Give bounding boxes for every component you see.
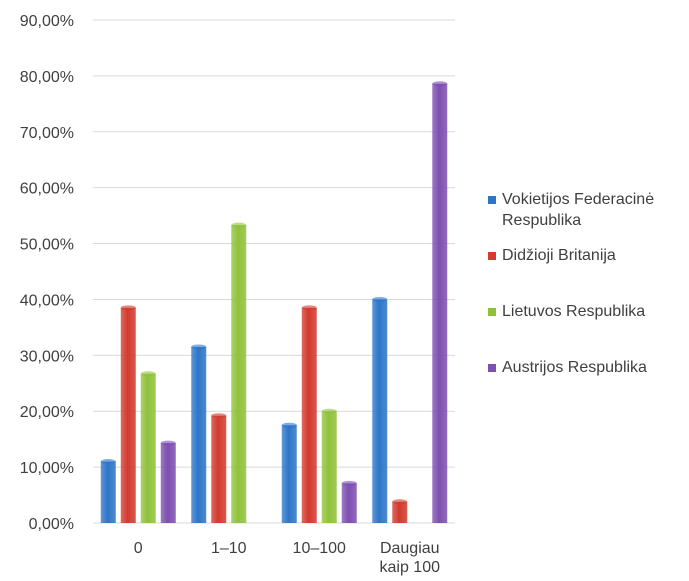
bar-top-austria-2 — [341, 480, 357, 486]
y-tick-label: 10,00% — [20, 460, 74, 477]
bar-uk-0 — [120, 307, 136, 523]
bar-germany-1 — [191, 346, 207, 523]
legend-swatch-austria — [488, 364, 496, 372]
y-tick-label: 50,00% — [20, 237, 74, 254]
bar-uk-3 — [392, 501, 408, 523]
y-tick-label: 30,00% — [20, 348, 74, 365]
legend-swatch-lithuania — [488, 308, 496, 316]
bar-uk-1 — [211, 415, 227, 523]
bar-austria-0 — [160, 443, 176, 523]
bar-austria-2 — [341, 483, 357, 523]
bar-top-austria-0 — [160, 440, 176, 446]
legend-label-austria: Austrijos Respublika — [502, 359, 647, 376]
y-tick-label: 90,00% — [20, 13, 74, 30]
legend-swatch-uk — [488, 252, 496, 260]
bar-germany-3 — [372, 299, 388, 523]
bar-germany-2 — [281, 425, 297, 523]
bar-top-germany-3 — [372, 296, 388, 302]
bar-top-germany-0 — [100, 459, 116, 465]
bar-top-lithuania-0 — [140, 371, 156, 377]
bar-lithuania-0 — [140, 373, 156, 523]
bar-lithuania-1 — [231, 225, 247, 523]
bar-lithuania-2 — [321, 411, 337, 523]
legend-item-germany: Vokietijos Federacinė Respublika — [488, 189, 688, 231]
bars — [100, 81, 448, 524]
x-tick-label: Daugiau — [380, 540, 440, 557]
bar-top-lithuania-2 — [321, 408, 337, 414]
x-tick-label: kaip 100 — [380, 559, 441, 576]
y-tick-label: 40,00% — [20, 292, 74, 309]
legend-swatch-germany — [488, 196, 496, 204]
bar-top-germany-2 — [281, 422, 297, 428]
y-tick-label: 60,00% — [20, 181, 74, 198]
legend-item-lithuania: Lietuvos Respublika — [488, 301, 688, 322]
x-axis-labels: 0 1–10 10–100 Daugiau kaip 100 — [134, 540, 440, 576]
y-tick-label: 0,00% — [29, 516, 74, 533]
bar-top-uk-0 — [120, 305, 136, 311]
y-tick-label: 70,00% — [20, 125, 74, 142]
legend-label-uk: Didžioji Britanija — [502, 247, 616, 264]
legend-label-germany-line1: Vokietijos Federacinė — [502, 191, 655, 208]
bar-austria-3 — [432, 83, 448, 524]
y-tick-label: 80,00% — [20, 69, 74, 86]
y-tick-label: 20,00% — [20, 404, 74, 421]
legend-label-germany-line2: Respublika — [502, 212, 582, 229]
bar-top-germany-1 — [191, 344, 207, 350]
bar-germany-0 — [100, 461, 116, 523]
bar-top-austria-3 — [432, 81, 448, 87]
bar-top-uk-1 — [211, 413, 227, 419]
legend-item-uk: Didžioji Britanija — [488, 245, 688, 266]
bar-top-uk-3 — [392, 499, 408, 505]
bar-top-uk-2 — [301, 305, 317, 311]
x-tick-label: 1–10 — [211, 540, 247, 557]
legend-label-lithuania: Lietuvos Respublika — [502, 303, 646, 320]
x-tick-label: 10–100 — [293, 540, 346, 557]
legend: Vokietijos Federacinė Respublika Didžioj… — [488, 189, 688, 378]
legend-item-austria: Austrijos Respublika — [488, 357, 688, 378]
x-tick-label: 0 — [134, 540, 143, 557]
y-axis-labels: 0,00% 10,00% 20,00% 30,00% 40,00% 50,00% 60,00… — [20, 13, 74, 533]
bar-uk-2 — [301, 307, 317, 523]
bar-top-lithuania-1 — [231, 222, 247, 228]
